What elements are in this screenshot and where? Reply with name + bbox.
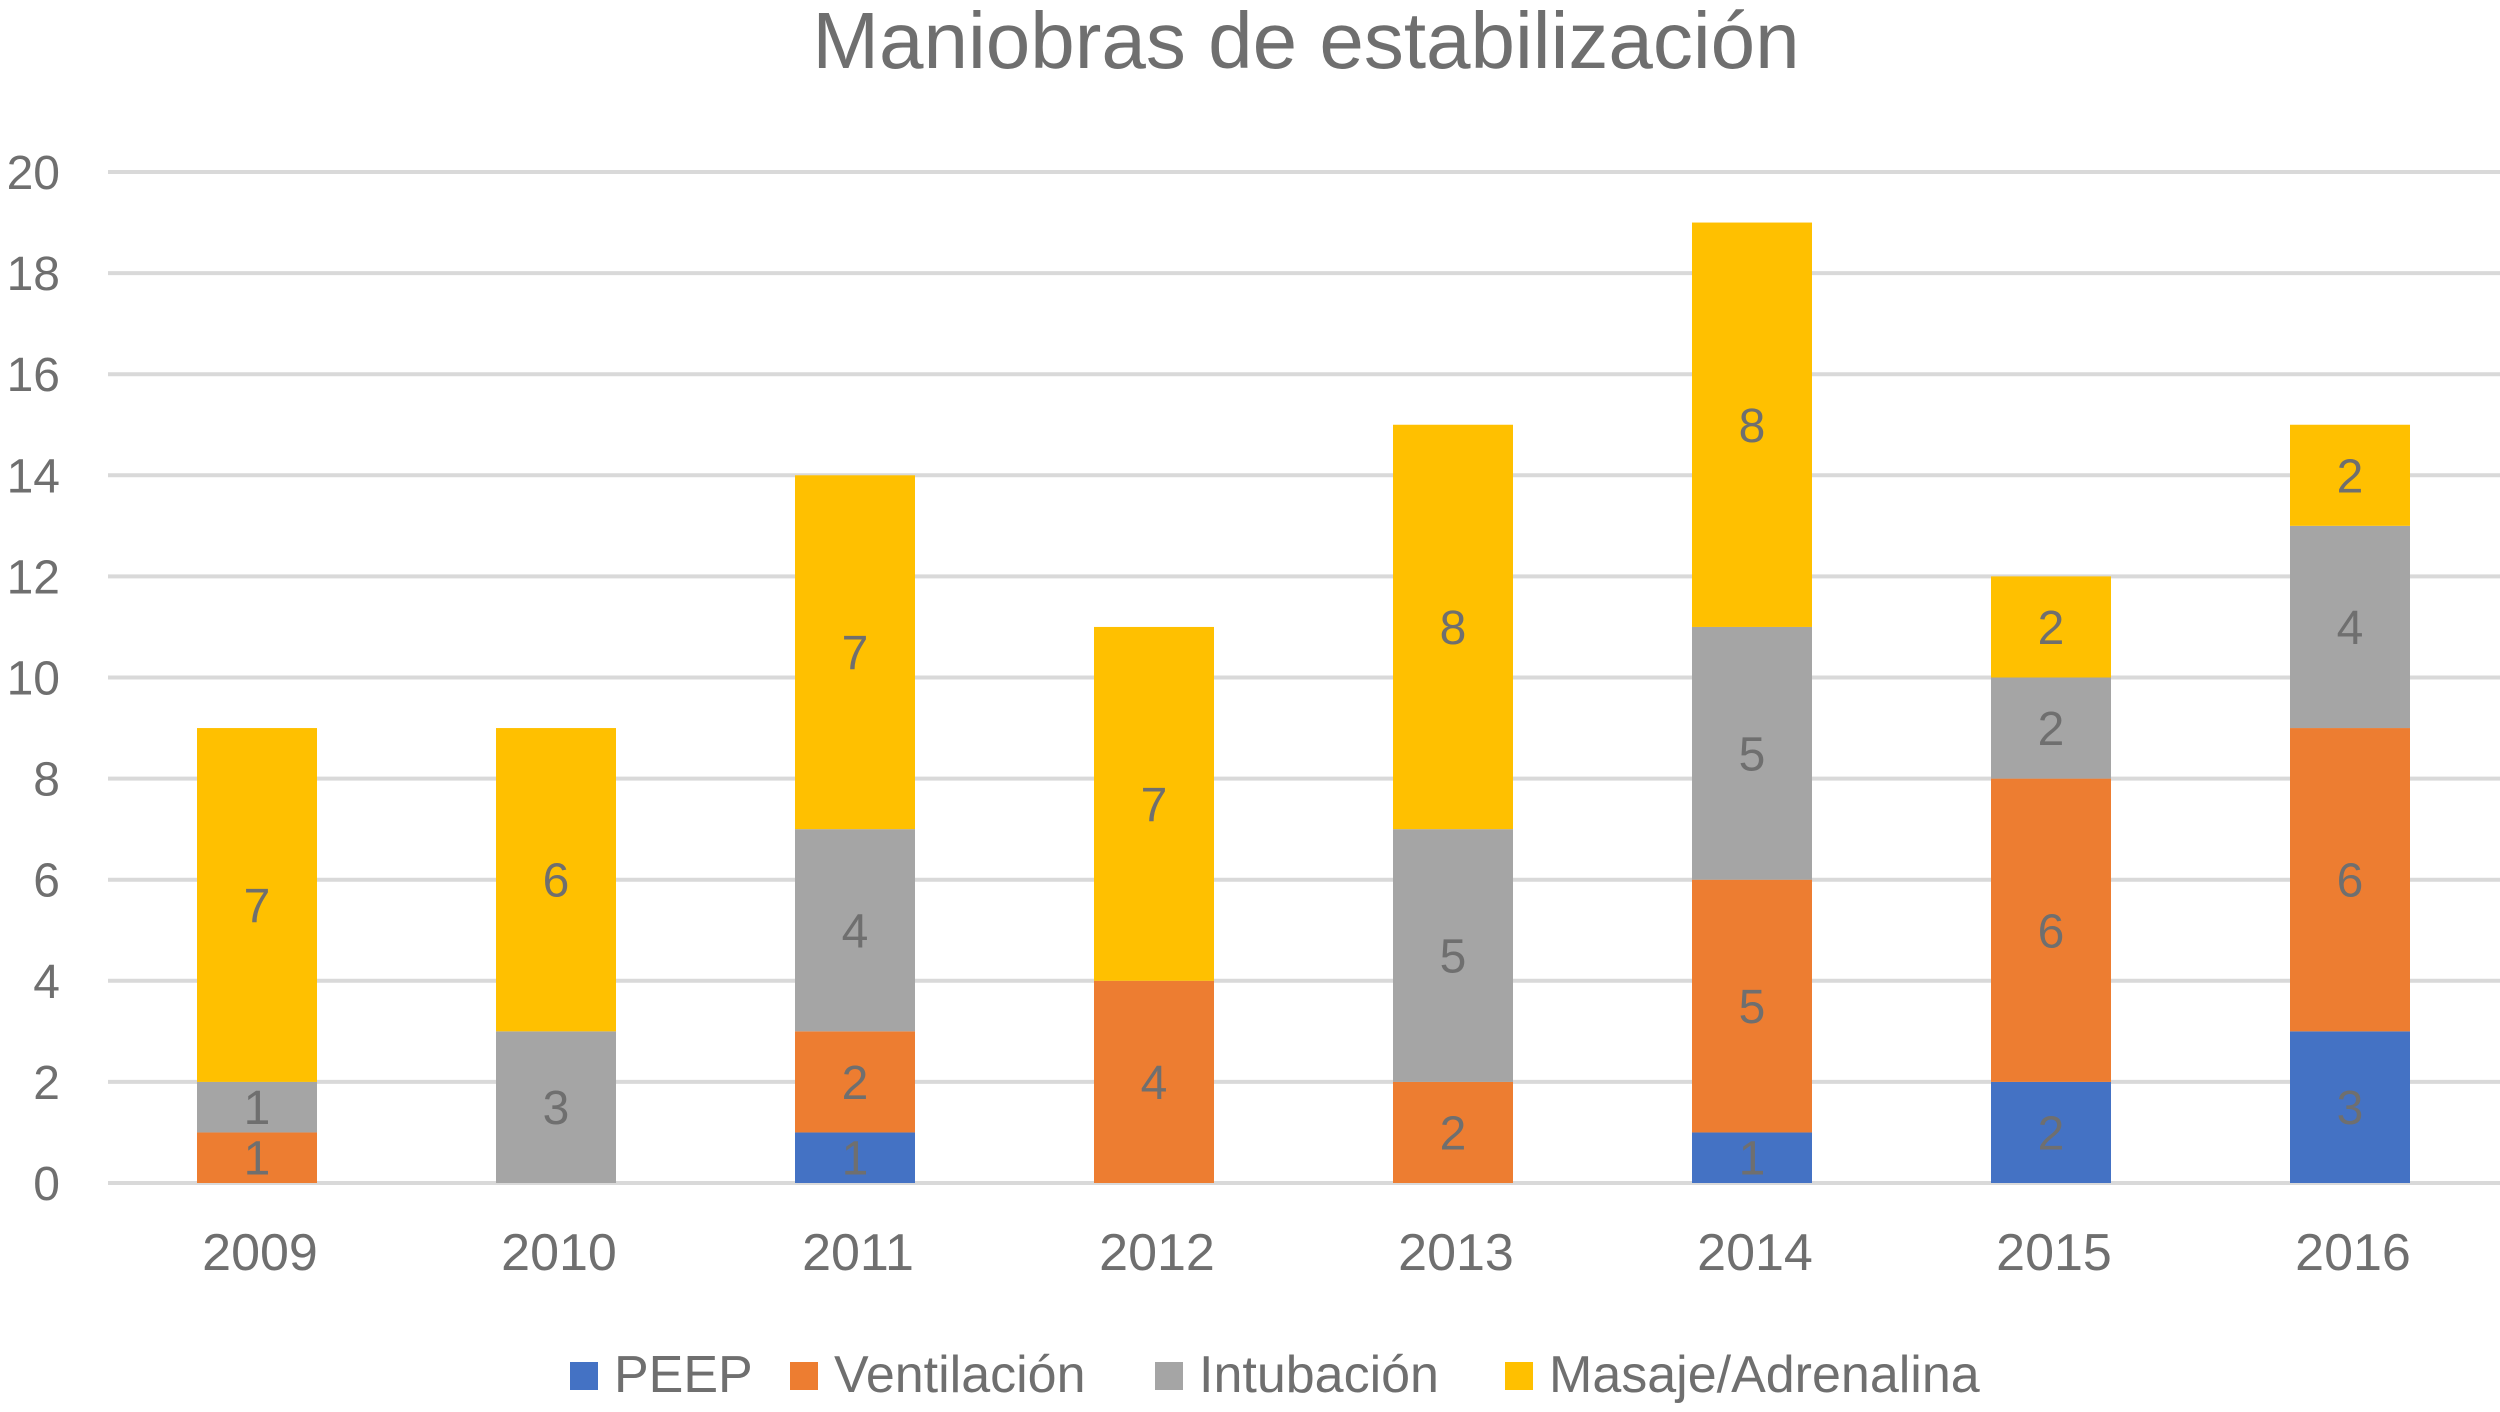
data-label: 1 xyxy=(244,1082,271,1135)
bar-segment xyxy=(496,1031,616,1183)
bar-segment xyxy=(795,1132,915,1183)
data-label: 2 xyxy=(842,1057,869,1110)
y-axis-ticks: 0 2 4 6 8 10 12 14 16 18 20 xyxy=(7,147,60,1211)
bar-segment xyxy=(1393,829,1513,1082)
bar-segment xyxy=(1393,1081,1513,1183)
x-tick-label: 2016 xyxy=(2295,1224,2411,1282)
bar-segment xyxy=(1692,1132,1812,1183)
bar-segment xyxy=(2290,424,2410,526)
bar-segment xyxy=(1991,576,2111,678)
bar-segment xyxy=(1991,778,2111,1082)
data-label: 4 xyxy=(842,905,869,958)
legend: PEEP Ventilación Intubación Masaje/Adrenali… xyxy=(570,1346,1980,1404)
data-label: 7 xyxy=(1141,779,1168,832)
data-label: 5 xyxy=(1739,981,1766,1034)
data-label: 4 xyxy=(2337,602,2364,655)
chart-title: Maniobras de estabilización xyxy=(812,0,1799,85)
bar-segment xyxy=(1692,626,1812,880)
data-label: 1 xyxy=(244,1133,271,1186)
x-tick-label: 2015 xyxy=(1996,1224,2112,1282)
bar-segment xyxy=(496,728,616,1032)
data-label: 2 xyxy=(1440,1107,1467,1160)
legend-item: Intubación xyxy=(1155,1346,1439,1404)
bar-segment xyxy=(1991,677,2111,779)
bar-segment xyxy=(795,829,915,1032)
x-tick-label: 2009 xyxy=(202,1224,318,1282)
legend-swatch xyxy=(1155,1362,1183,1390)
data-label: 2 xyxy=(2038,602,2065,655)
x-tick-label: 2014 xyxy=(1697,1224,1813,1282)
data-label: 2 xyxy=(2038,1107,2065,1160)
gridlines xyxy=(108,170,2500,1185)
bar-segment xyxy=(1692,222,1812,627)
x-tick-label: 2013 xyxy=(1398,1224,1514,1282)
legend-label: Intubación xyxy=(1199,1346,1439,1404)
legend-label: Masaje/Adrenalina xyxy=(1549,1346,1980,1404)
data-label: 8 xyxy=(1440,602,1467,655)
bar-segment xyxy=(1094,626,1214,981)
bar-segment xyxy=(2290,728,2410,1032)
y-tick-label: 6 xyxy=(33,855,60,908)
data-label: 2 xyxy=(2038,703,2065,756)
bar-segment xyxy=(1094,980,1214,1183)
legend-swatch xyxy=(570,1362,598,1390)
bar-segment xyxy=(795,1031,915,1133)
y-tick-label: 14 xyxy=(7,450,60,503)
data-label: 5 xyxy=(1440,931,1467,984)
data-label: 7 xyxy=(244,880,271,933)
legend-swatch xyxy=(1505,1362,1533,1390)
data-label: 6 xyxy=(2038,905,2065,958)
bar-segment xyxy=(795,475,915,830)
legend-item: Ventilación xyxy=(790,1346,1086,1404)
bar-segment xyxy=(1991,1081,2111,1183)
legend-swatch xyxy=(790,1362,818,1390)
y-tick-label: 16 xyxy=(7,349,60,402)
y-tick-label: 18 xyxy=(7,248,60,301)
x-tick-label: 2011 xyxy=(802,1224,914,1282)
bar-segment xyxy=(2290,525,2410,729)
legend-label: Ventilación xyxy=(834,1346,1086,1404)
data-label: 3 xyxy=(543,1082,570,1135)
bar-segment xyxy=(2290,1031,2410,1183)
y-tick-label: 10 xyxy=(7,653,60,706)
x-tick-label: 2012 xyxy=(1099,1224,1215,1282)
bar-segment xyxy=(197,1132,317,1183)
y-tick-label: 8 xyxy=(33,754,60,807)
data-label: 2 xyxy=(2337,450,2364,503)
data-label: 1 xyxy=(1739,1133,1766,1186)
data-label: 8 xyxy=(1739,400,1766,453)
y-tick-label: 20 xyxy=(7,147,60,200)
x-tick-label: 2010 xyxy=(501,1224,617,1282)
data-label: 6 xyxy=(2337,855,2364,908)
legend-item: PEEP xyxy=(570,1346,753,1404)
bar-segment xyxy=(1393,424,1513,830)
y-tick-label: 2 xyxy=(33,1057,60,1110)
y-tick-label: 0 xyxy=(33,1158,60,1211)
data-label: 5 xyxy=(1739,728,1766,781)
bar-segment xyxy=(197,1081,317,1133)
legend-label: PEEP xyxy=(614,1346,753,1404)
data-label: 7 xyxy=(842,627,869,680)
bar-segment xyxy=(1692,879,1812,1133)
y-tick-label: 12 xyxy=(7,551,60,604)
data-label: 3 xyxy=(2337,1082,2364,1135)
legend-item: Masaje/Adrenalina xyxy=(1505,1346,1980,1404)
bar-segment xyxy=(197,728,317,1082)
data-label: 6 xyxy=(543,855,570,908)
x-axis-ticks: 2009 2010 2011 2012 2013 2014 2015 2016 xyxy=(202,1224,2411,1282)
data-label: 1 xyxy=(842,1133,869,1186)
y-tick-label: 4 xyxy=(33,956,60,1009)
data-label: 4 xyxy=(1141,1057,1168,1110)
